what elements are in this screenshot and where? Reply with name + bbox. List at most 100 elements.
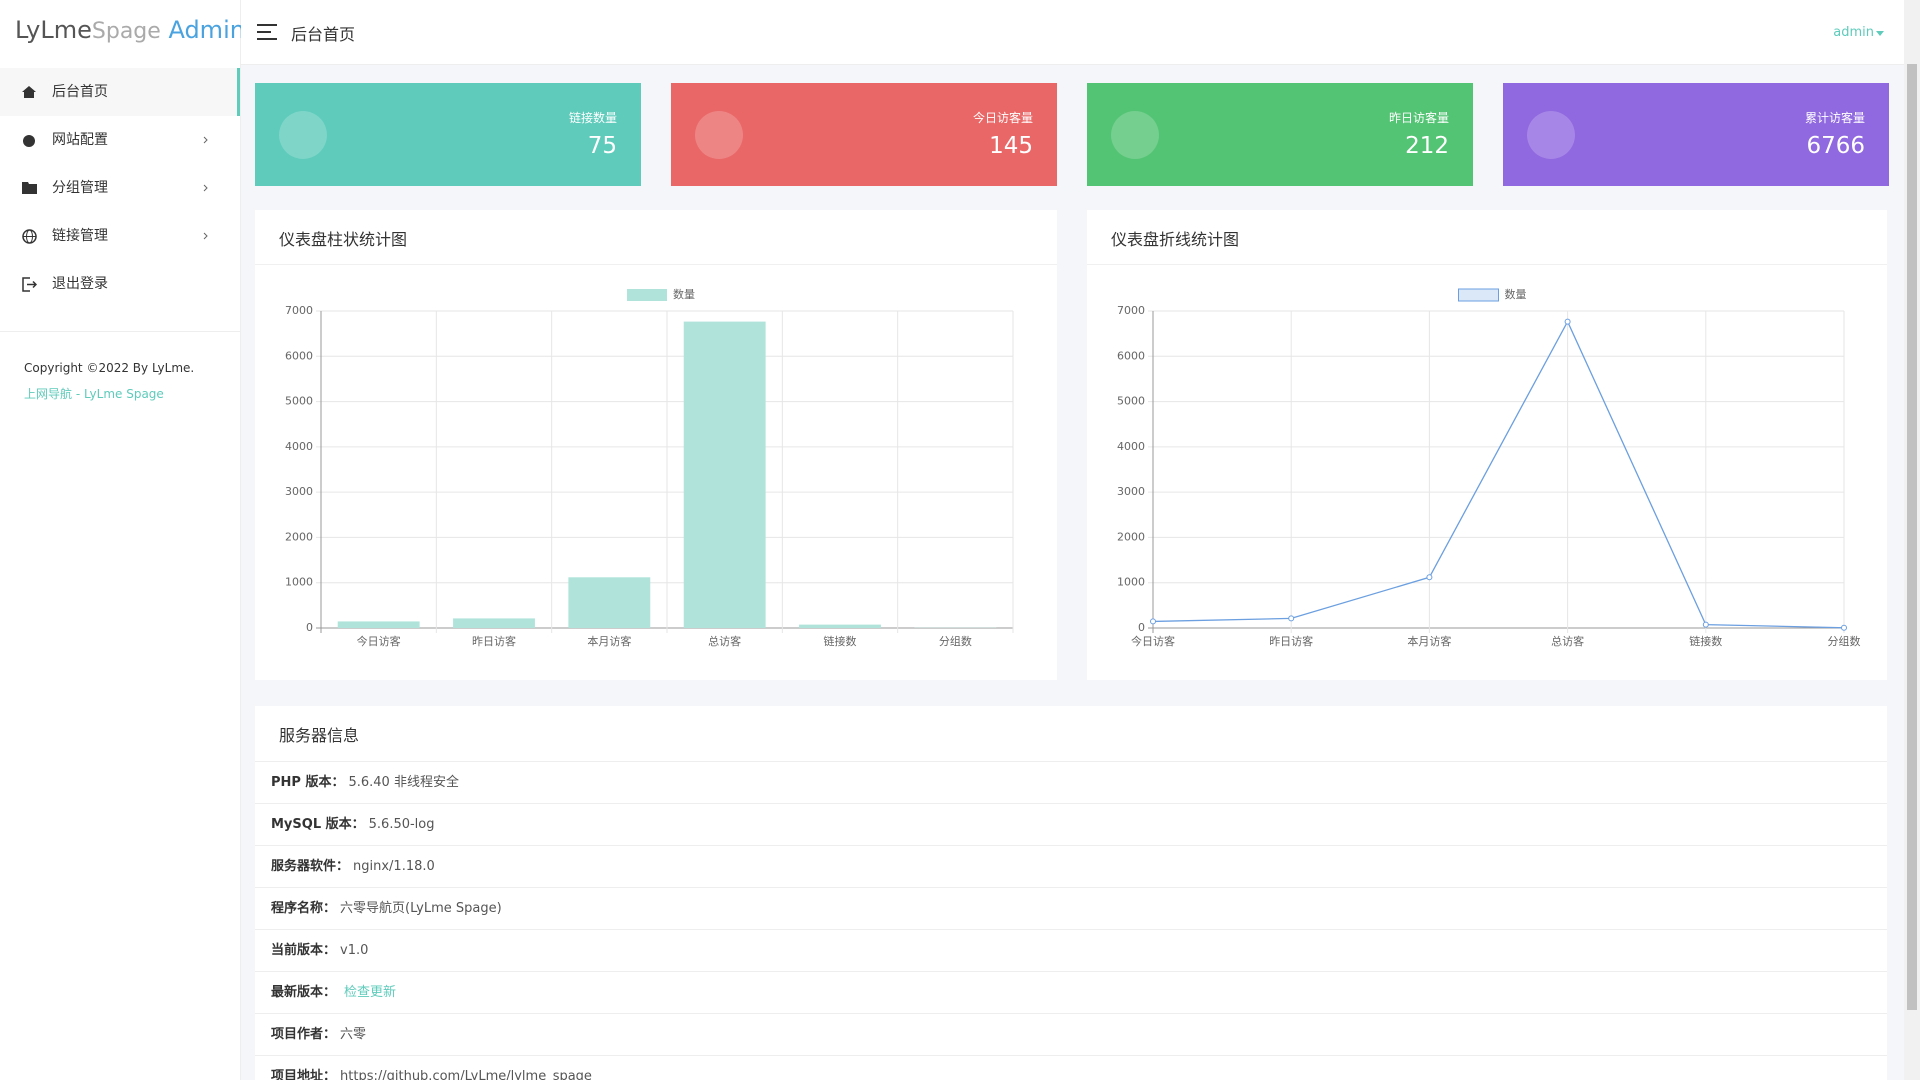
chevron [203, 232, 208, 240]
info-label: 项目地址： [271, 1069, 337, 1080]
footer-link[interactable]: 上网导航 - LyLme Spage [24, 387, 164, 401]
x-tick-label: 总访客 [708, 634, 741, 648]
sidebar: LyLmeSpage Admin 后台首页 网站配置 分组管理 链接管理 退出登… [0, 0, 245, 1080]
copyright: Copyright ©2022 By LyLme. [24, 361, 195, 375]
logo-part: Spage [91, 19, 161, 44]
x-tick-label: 链接数 [824, 634, 857, 648]
point [1288, 615, 1295, 622]
x-tick-label: 分组数 [1828, 634, 1861, 648]
legend-swatch [627, 289, 667, 301]
bar [683, 321, 766, 628]
chevron [203, 136, 208, 144]
legend-swatch [1458, 288, 1499, 302]
x-tick-label: 分组数 [939, 634, 972, 648]
card-icon [695, 111, 743, 159]
info-row: MySQL 版本： 5.6.50-log [255, 803, 1887, 846]
bar [799, 624, 881, 628]
chart: 数量 0 1000 2000 3000 4000 5000 6000 7000 今日访客 昨日访客 本… [285, 288, 1014, 648]
info-row: 最新版本： 检查更新 [255, 971, 1887, 1014]
stat-card: 昨日访客量 212 [1087, 83, 1473, 186]
info-value: 5.6.50-log [368, 817, 435, 832]
info-row: 程序名称： 六零导航页(LyLme Spage) [255, 887, 1887, 930]
icon [22, 277, 37, 292]
menu-text: 分组管理 [52, 180, 108, 196]
chart-panel: 仪表盘柱状统计图 数量 0 1000 2000 3000 4000 5000 6000 7000… [255, 210, 1057, 680]
x-tick-label: 总访客 [1551, 634, 1584, 648]
point [1564, 318, 1571, 325]
y-tick-label: 6000 [1117, 349, 1145, 362]
info-label: 最新版本： [271, 985, 337, 1000]
menu-text: 链接管理 [52, 228, 108, 244]
info-value: 六零 [340, 1027, 367, 1042]
card-icon [1111, 111, 1159, 159]
info-value: https://github.com/LyLme/lylme_spage [340, 1069, 592, 1080]
caret [1876, 31, 1884, 36]
point [1841, 624, 1847, 631]
info-row: 当前版本： v1.0 [255, 929, 1887, 972]
info-value: nginx/1.18.0 [353, 859, 435, 874]
y-tick-label: 7000 [1117, 304, 1145, 317]
menu-item[interactable]: 网站配置 [0, 116, 240, 164]
stat-card: 今日访客量 145 [671, 83, 1057, 186]
card-value: 6766 [1806, 133, 1865, 159]
info-value: 5.6.40 非线程安全 [348, 775, 459, 790]
y-tick-label: 0 [306, 621, 313, 634]
legend-label: 数量 [1505, 288, 1527, 301]
divider [255, 264, 1057, 265]
page-title: 后台首页 [291, 25, 356, 44]
bar [568, 577, 651, 628]
menu-item[interactable]: 分组管理 [0, 164, 240, 212]
divider [0, 331, 240, 332]
info-row: 项目地址： https://github.com/LyLme/lylme_spag… [255, 1055, 1887, 1080]
divider [1087, 264, 1887, 265]
info-label: 项目作者： [271, 1027, 337, 1042]
menu-item[interactable]: 链接管理 [0, 212, 240, 260]
card-icon [279, 111, 327, 159]
info-label: 程序名称： [271, 901, 337, 916]
card-label: 链接数量 [568, 111, 617, 125]
chevron [203, 184, 208, 192]
panel-title: 服务器信息 [279, 726, 360, 745]
menu-item[interactable]: 后台首页 [0, 68, 240, 116]
menu-item[interactable]: 退出登录 [0, 260, 240, 308]
panel-title: 仪表盘柱状统计图 [279, 230, 408, 249]
card-value: 75 [587, 133, 617, 159]
menu-toggle[interactable] [257, 24, 277, 40]
stat-card: 累计访客量 6766 [1503, 83, 1889, 186]
icon [22, 229, 37, 244]
scroll-thumb[interactable] [1907, 64, 1917, 1010]
y-tick-label: 5000 [285, 395, 313, 408]
info-row: 项目作者： 六零 [255, 1013, 1887, 1056]
card-label: 累计访客量 [1804, 111, 1865, 125]
icon [22, 182, 37, 194]
x-tick-label: 昨日访客 [1269, 634, 1313, 648]
card-label: 昨日访客量 [1388, 111, 1449, 125]
logo-part: Admin [168, 16, 245, 44]
info-row: PHP 版本： 5.6.40 非线程安全 [255, 761, 1887, 804]
point [1150, 618, 1156, 625]
y-tick-label: 3000 [1117, 485, 1145, 498]
stat-card: 链接数量 75 [255, 83, 641, 186]
info-row: 服务器软件： nginx/1.18.0 [255, 845, 1887, 888]
y-tick-label: 1000 [285, 576, 313, 589]
user-menu[interactable]: admin [1833, 25, 1874, 40]
y-tick-label: 2000 [285, 530, 313, 543]
y-tick-label: 7000 [285, 304, 313, 317]
info-label: PHP 版本： [271, 775, 345, 790]
point [1702, 621, 1709, 628]
y-tick-label: 4000 [1117, 440, 1145, 453]
menu-text: 后台首页 [52, 84, 108, 100]
y-tick-label: 5000 [1117, 395, 1145, 408]
y-tick-label: 6000 [285, 349, 313, 362]
info-value: 六零导航页(LyLme Spage) [340, 901, 502, 916]
scrollbar[interactable] [1904, 0, 1920, 1080]
info-value[interactable]: 检查更新 [344, 985, 397, 1000]
line [1152, 320, 1845, 629]
bar [337, 621, 420, 628]
logo[interactable]: LyLmeSpage Admin [15, 16, 245, 44]
x-tick-label: 本月访客 [587, 634, 631, 648]
icon [22, 86, 36, 98]
x-tick-label: 昨日访客 [472, 634, 516, 648]
info-label: MySQL 版本： [271, 817, 365, 832]
